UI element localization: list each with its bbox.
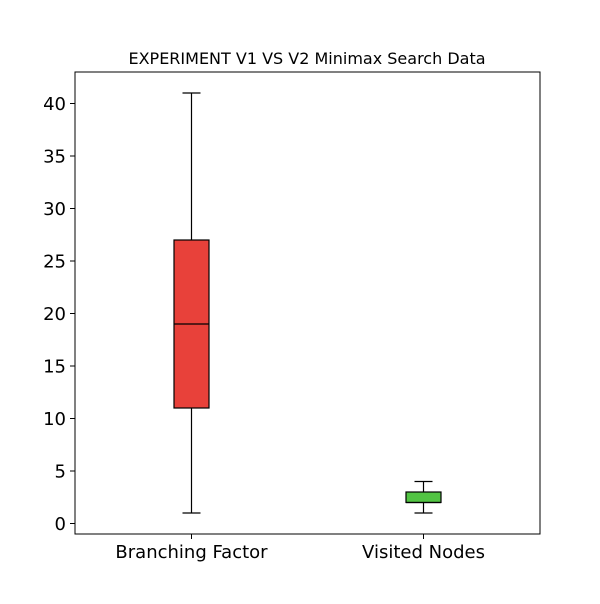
box-branching-factor <box>173 92 210 514</box>
box-visited-nodes <box>405 480 442 514</box>
y-tick-label: 15 <box>43 357 66 378</box>
y-tick-label: 10 <box>43 409 66 430</box>
x-tick-label: Branching Factor <box>115 542 268 563</box>
y-tick-label: 20 <box>43 304 66 325</box>
box-series <box>173 92 442 514</box>
y-tick-label: 30 <box>43 199 66 220</box>
plot-area-frame <box>74 71 541 535</box>
iqr-box <box>405 491 442 504</box>
x-tick-label: Visited Nodes <box>362 542 485 563</box>
y-tick-label: 5 <box>55 462 66 483</box>
y-axis: 0 5 10 15 20 25 30 35 40 <box>43 94 75 535</box>
y-tick-label: 35 <box>43 147 66 168</box>
y-tick-label: 0 <box>55 514 66 535</box>
x-axis: Branching Factor Visited Nodes <box>115 534 485 563</box>
y-tick-label: 40 <box>43 94 66 115</box>
y-tick-label: 25 <box>43 252 66 273</box>
chart-title: EXPERIMENT V1 VS V2 Minimax Search Data <box>128 49 485 68</box>
